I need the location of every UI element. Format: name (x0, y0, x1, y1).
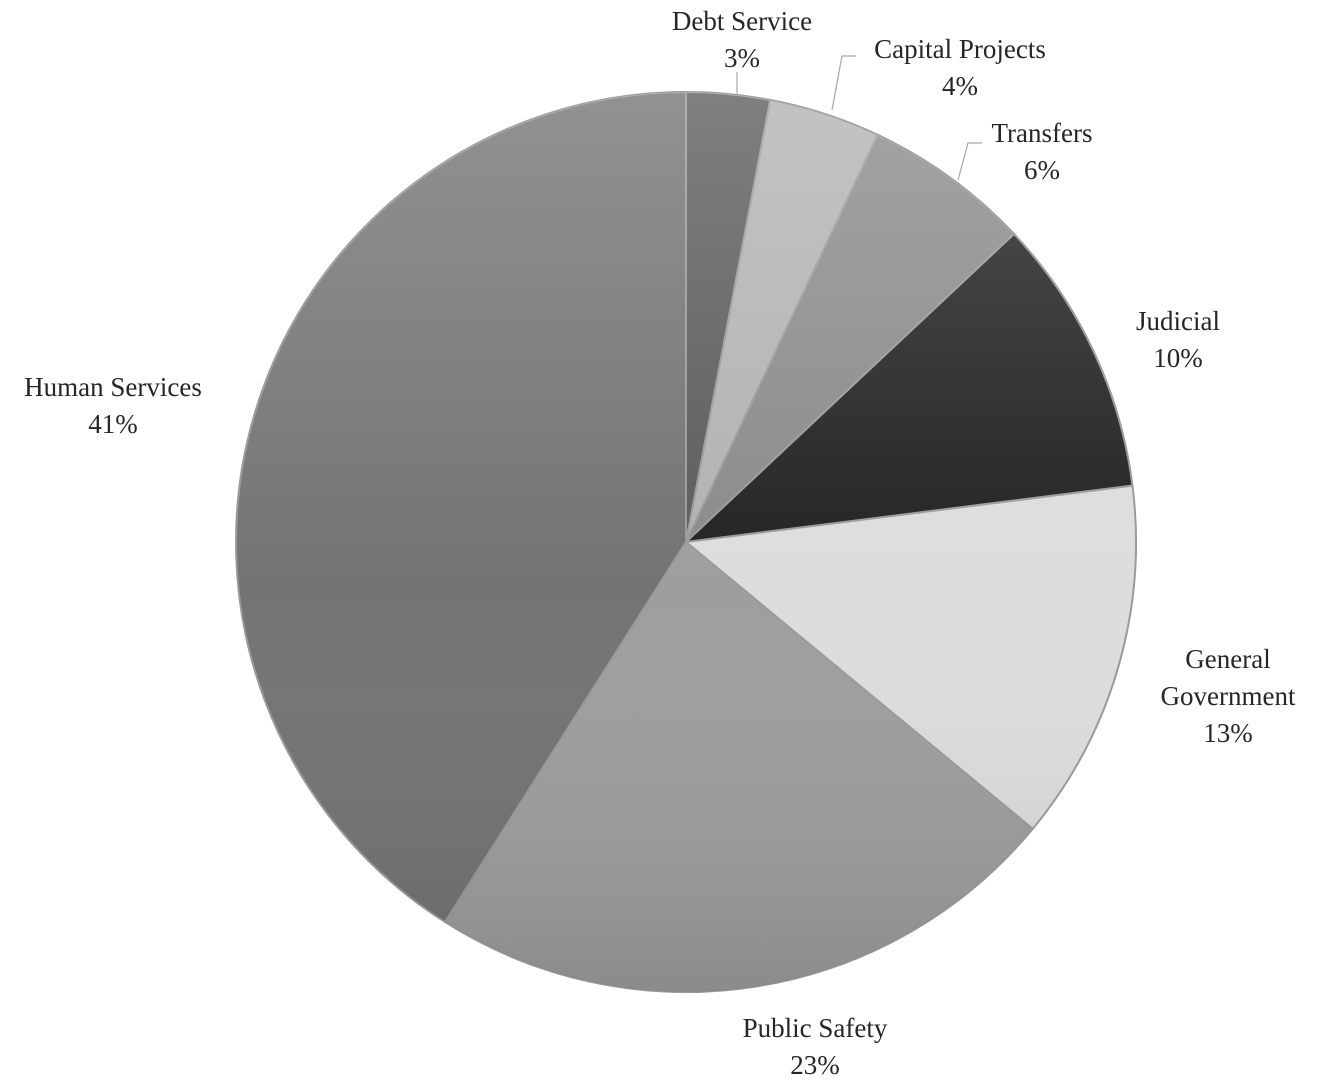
data-label-general-government: General Government 13% (1161, 644, 1296, 748)
data-label-public-safety: Public Safety 23% (743, 1013, 888, 1080)
pie-slices (235, 90, 1137, 993)
data-label-human-services: Human Services 41% (24, 372, 202, 439)
leader-line-capital-projects (831, 55, 856, 111)
data-label-debt-service: Debt Service 3% (672, 6, 812, 73)
data-label-judicial: Judicial 10% (1136, 306, 1220, 373)
slice-labels: Debt Service 3% Capital Projects 4% Transfer… (24, 6, 1296, 1080)
data-label-capital-projects: Capital Projects 4% (874, 34, 1046, 101)
data-label-transfers: Transfers 6% (992, 118, 1093, 185)
leader-lines (736, 55, 982, 181)
leader-line-transfers (957, 142, 982, 181)
